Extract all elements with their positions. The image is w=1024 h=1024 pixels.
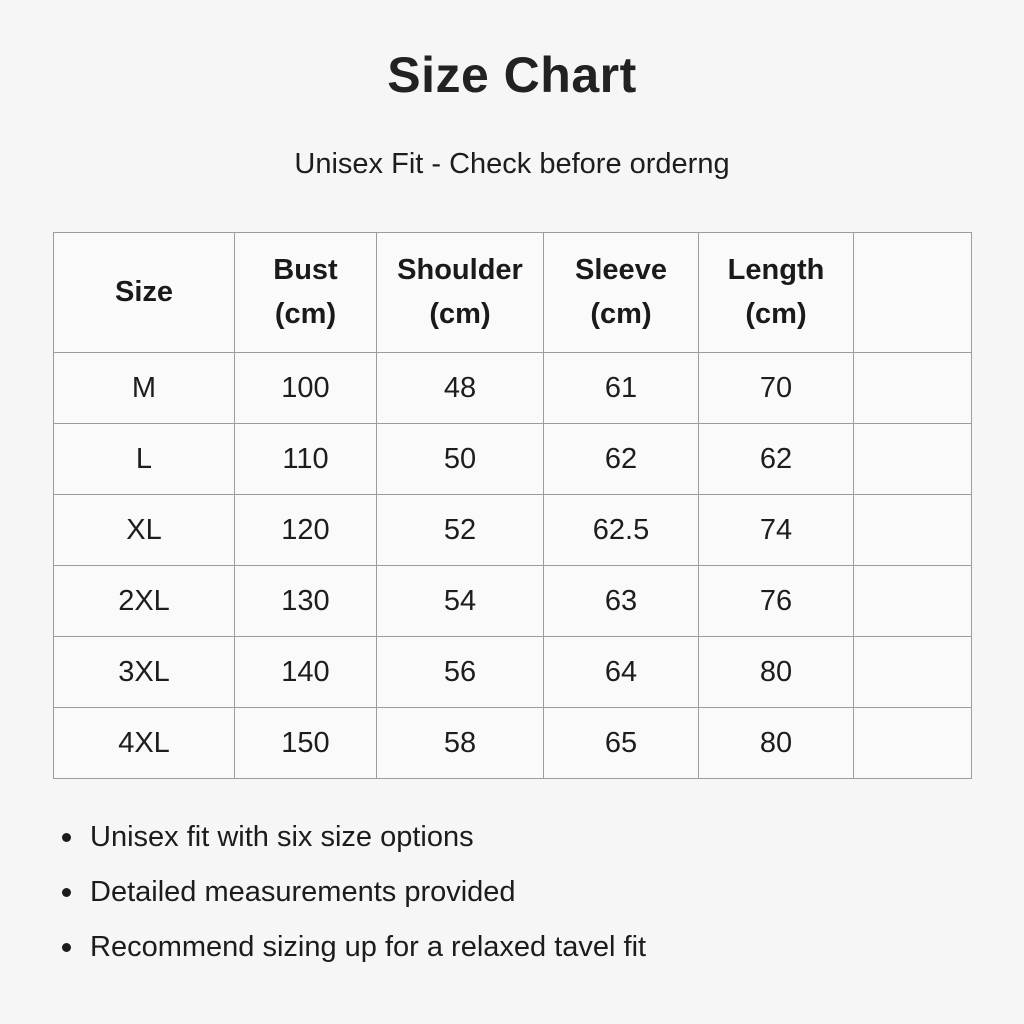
notes-list: Unisex fit with six size options Detaile… — [56, 810, 646, 975]
cell-bust: 150 — [234, 707, 377, 779]
cell-empty — [853, 636, 972, 708]
header-size: Size — [53, 232, 235, 353]
header-bust: Bust (cm) — [234, 232, 377, 353]
cell-length: 76 — [698, 565, 854, 637]
cell-size: 4XL — [53, 707, 235, 779]
header-row: Size Bust (cm) Shoulder (cm) Sleeve (cm)… — [53, 232, 972, 353]
header-shoulder: Shoulder (cm) — [376, 232, 544, 353]
table-row-m: M 100 48 61 70 — [53, 352, 972, 424]
cell-sleeve: 64 — [543, 636, 699, 708]
cell-length: 62 — [698, 423, 854, 495]
cell-empty — [853, 423, 972, 495]
table-row-4xl: 4XL 150 58 65 80 — [53, 707, 972, 779]
cell-length: 80 — [698, 636, 854, 708]
cell-bust: 140 — [234, 636, 377, 708]
note-item: Unisex fit with six size options — [56, 810, 646, 865]
size-table-body: M 100 48 61 70 L 110 50 62 62 XL 120 52 … — [53, 352, 972, 779]
cell-size: XL — [53, 494, 235, 566]
page-subtitle: Unisex Fit - Check before orderng — [294, 148, 730, 180]
cell-size: M — [53, 352, 235, 424]
cell-shoulder: 54 — [376, 565, 544, 637]
cell-length: 70 — [698, 352, 854, 424]
cell-bust: 110 — [234, 423, 377, 495]
table-row-l: L 110 50 62 62 — [53, 423, 972, 495]
table-row-2xl: 2XL 130 54 63 76 — [53, 565, 972, 637]
cell-sleeve: 65 — [543, 707, 699, 779]
cell-empty — [853, 565, 972, 637]
size-table: Size Bust (cm) Shoulder (cm) Sleeve (cm)… — [53, 232, 972, 779]
header-empty — [853, 232, 972, 353]
cell-length: 80 — [698, 707, 854, 779]
cell-shoulder: 56 — [376, 636, 544, 708]
cell-sleeve: 63 — [543, 565, 699, 637]
cell-bust: 100 — [234, 352, 377, 424]
cell-shoulder: 52 — [376, 494, 544, 566]
size-table-header: Size Bust (cm) Shoulder (cm) Sleeve (cm)… — [53, 232, 972, 353]
cell-empty — [853, 707, 972, 779]
cell-size: L — [53, 423, 235, 495]
cell-sleeve: 62 — [543, 423, 699, 495]
cell-shoulder: 58 — [376, 707, 544, 779]
cell-length: 74 — [698, 494, 854, 566]
header-sleeve: Sleeve (cm) — [543, 232, 699, 353]
cell-shoulder: 48 — [376, 352, 544, 424]
cell-empty — [853, 494, 972, 566]
header-length: Length (cm) — [698, 232, 854, 353]
note-item: Recommend sizing up for a relaxed tavel … — [56, 920, 646, 975]
page-title: Size Chart — [387, 47, 637, 103]
cell-sleeve: 61 — [543, 352, 699, 424]
table-row-xl: XL 120 52 62.5 74 — [53, 494, 972, 566]
note-item: Detailed measurements provided — [56, 865, 646, 920]
cell-empty — [853, 352, 972, 424]
cell-bust: 130 — [234, 565, 377, 637]
cell-size: 2XL — [53, 565, 235, 637]
cell-size: 3XL — [53, 636, 235, 708]
cell-sleeve: 62.5 — [543, 494, 699, 566]
cell-shoulder: 50 — [376, 423, 544, 495]
table-row-3xl: 3XL 140 56 64 80 — [53, 636, 972, 708]
cell-bust: 120 — [234, 494, 377, 566]
